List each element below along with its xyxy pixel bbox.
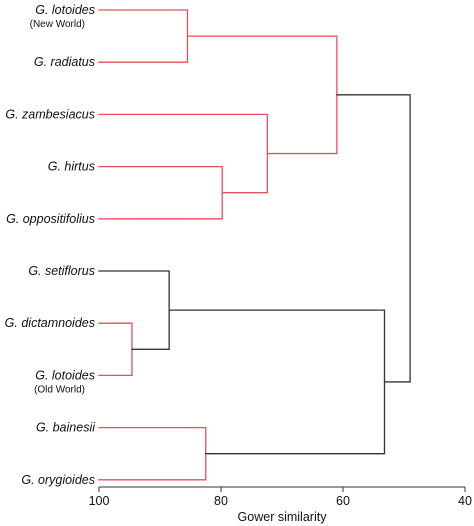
taxon-labels: G. lotoides (New World) G. radiatus G. zamb… [5, 3, 97, 487]
taxon-label: G. lotoides [35, 3, 95, 17]
x-axis-ticks: 100 80 60 40 [89, 487, 472, 508]
taxon-label: G. dictamnoides [5, 316, 95, 330]
taxon-label: G. lotoides [35, 368, 95, 382]
taxon-label: G. bainesii [36, 421, 96, 435]
x-axis-tick-label: 60 [336, 494, 350, 508]
x-axis-title: Gower similarity [238, 510, 328, 524]
x-axis-tick-label: 40 [458, 494, 472, 508]
branch-c5 [98, 322, 133, 377]
taxon-label: G. orygioides [21, 473, 95, 487]
taxon-label: G. zambesiacus [5, 107, 95, 121]
x-axis-tick-label: 80 [214, 494, 228, 508]
branch-c6 [98, 270, 170, 350]
taxon-note: (New World) [30, 19, 85, 30]
x-axis: 100 80 60 40 Gower similarity [89, 486, 472, 524]
dendrogram-branches [98, 9, 411, 481]
branch-c2 [98, 165, 223, 220]
branch-c1 [98, 9, 189, 63]
branch-c9 [336, 94, 411, 383]
x-axis-tick-label: 100 [89, 494, 110, 508]
taxon-label: G. oppositifolius [6, 212, 95, 226]
taxon-label: G. setiflorus [28, 264, 95, 278]
taxon-note: (Old World) [34, 384, 85, 395]
taxon-label: G. hirtus [48, 160, 95, 174]
branch-c4 [186, 35, 338, 155]
branch-c3 [98, 113, 269, 194]
branch-c8 [168, 309, 386, 455]
taxon-label: G. radiatus [34, 55, 95, 69]
branch-c7 [98, 426, 207, 481]
